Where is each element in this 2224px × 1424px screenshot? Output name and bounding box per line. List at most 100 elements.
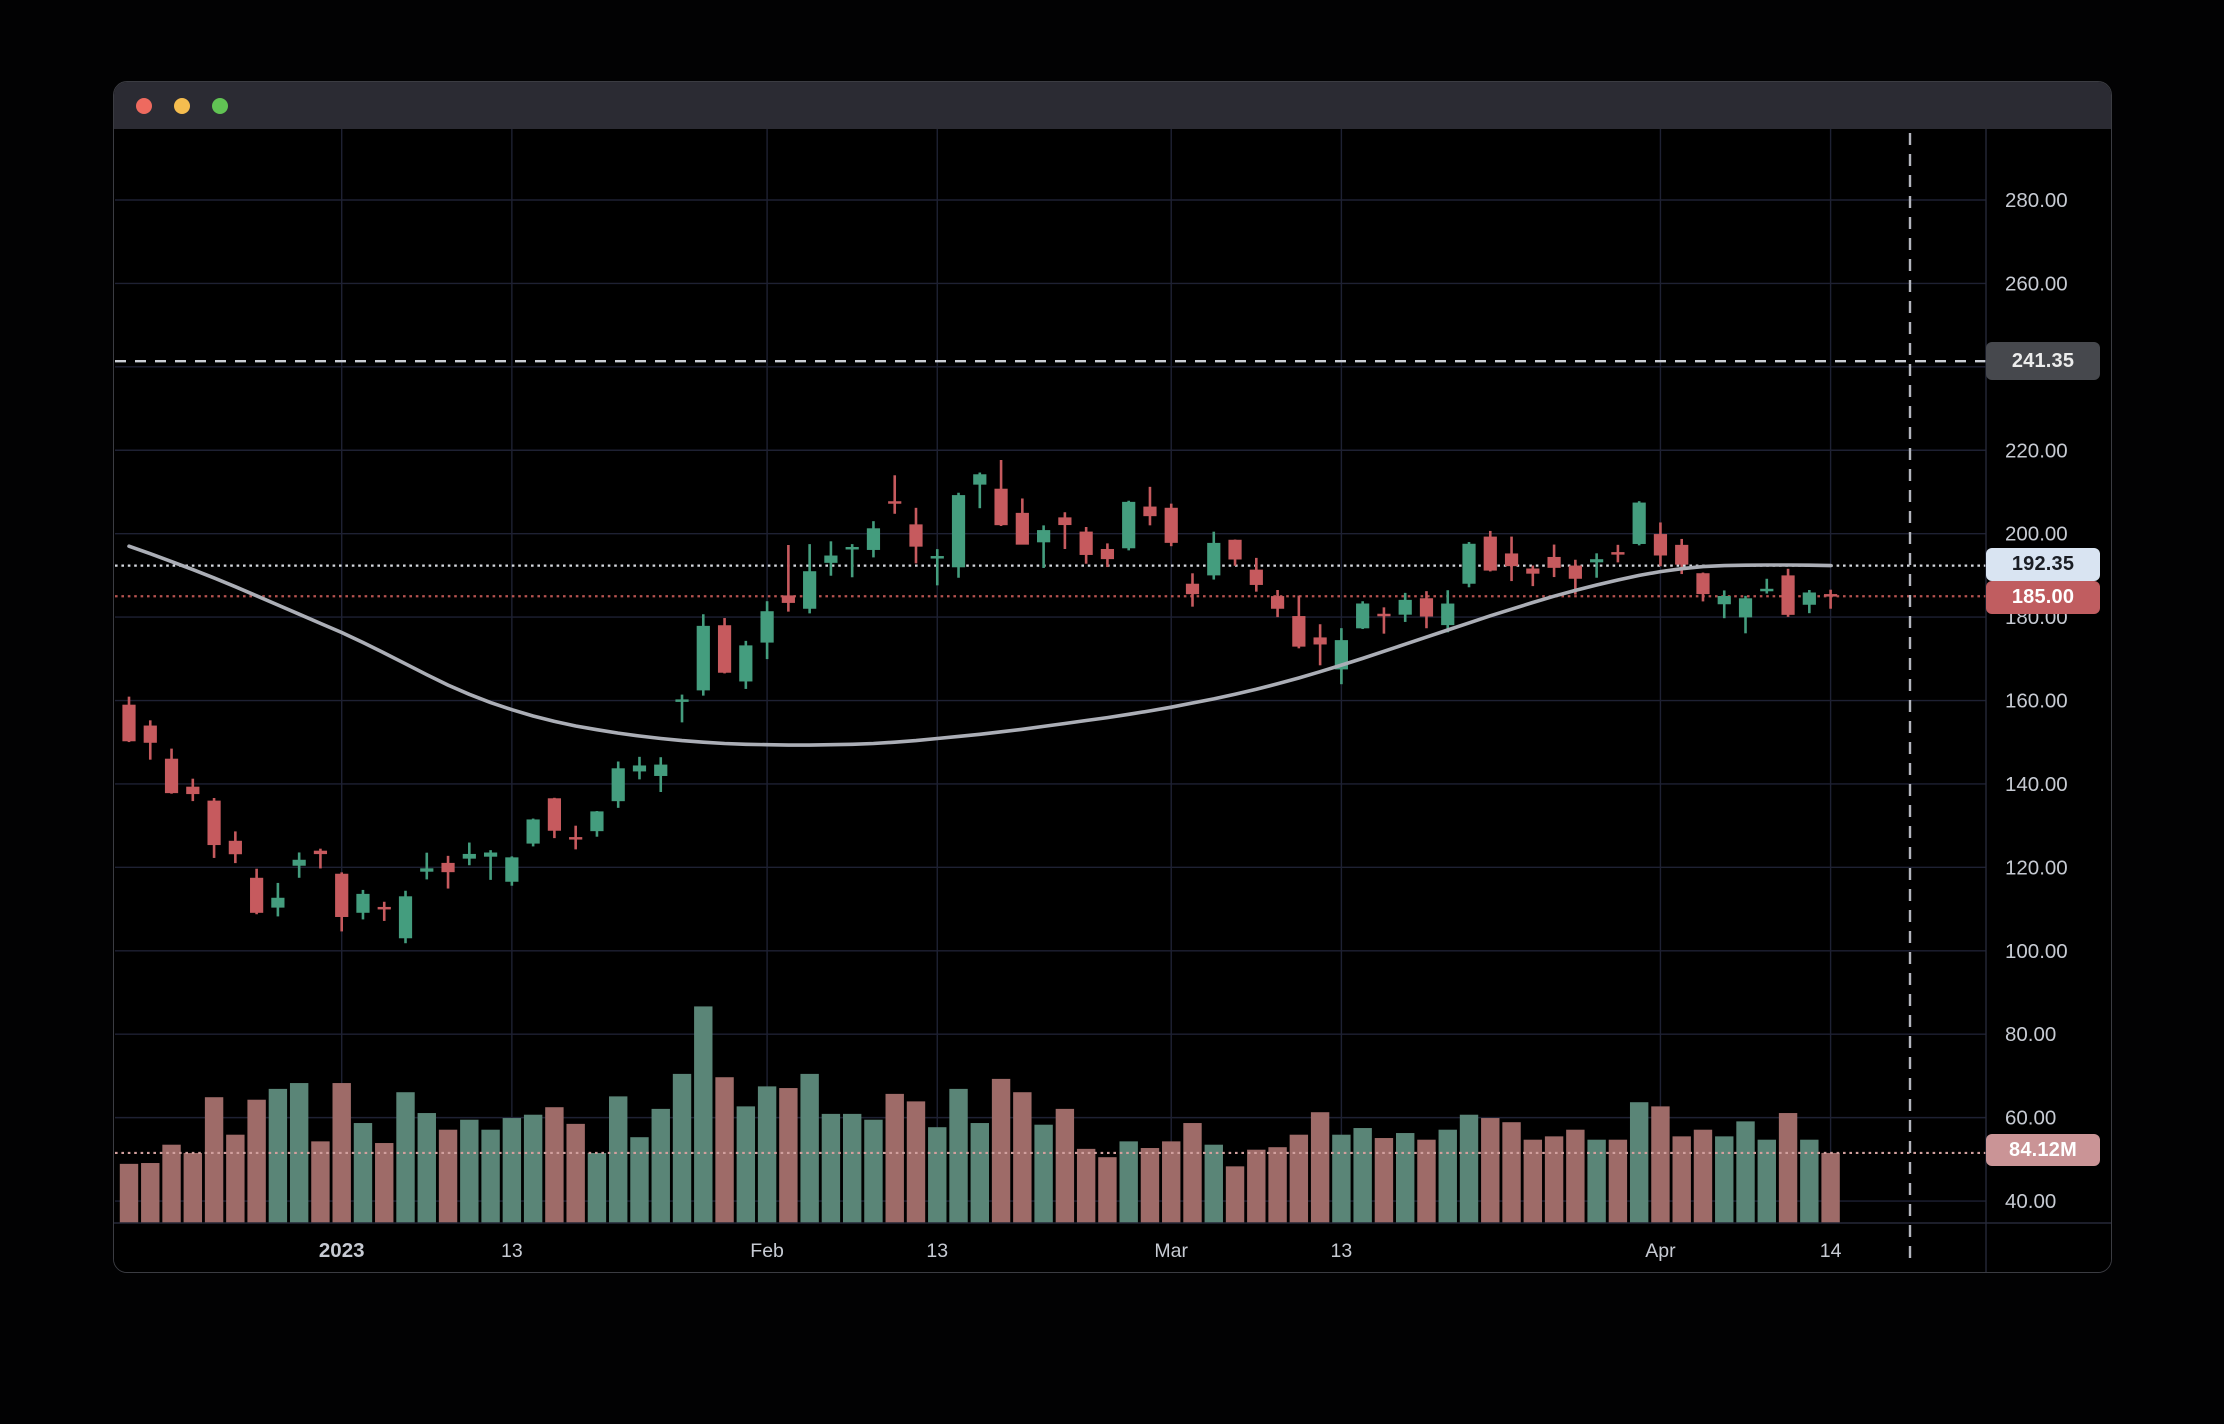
candle-body bbox=[1037, 530, 1051, 543]
volume-bar bbox=[332, 1083, 351, 1223]
volume-bar bbox=[672, 1073, 692, 1223]
volume-bar bbox=[1821, 1152, 1840, 1223]
volume-bar bbox=[1566, 1129, 1585, 1223]
time-axis-label[interactable]: Mar bbox=[1154, 1240, 1188, 1262]
volume-bar bbox=[523, 1114, 543, 1223]
candle-body bbox=[313, 850, 328, 855]
volume-bar bbox=[630, 1137, 649, 1223]
candle-body bbox=[1015, 512, 1029, 545]
volume-bar bbox=[1076, 1148, 1096, 1223]
price-tag-level[interactable]: 241.35 bbox=[1986, 342, 2100, 380]
volume-bar bbox=[1778, 1113, 1798, 1223]
volume-bar bbox=[906, 1101, 926, 1223]
candle-body bbox=[1228, 539, 1242, 560]
candle-body bbox=[377, 906, 391, 910]
price-axis-tick: 160.00 bbox=[2005, 690, 2068, 713]
volume-bar bbox=[779, 1088, 798, 1223]
volume-bar bbox=[1608, 1139, 1628, 1223]
candle-body bbox=[1824, 594, 1838, 597]
volume-bar bbox=[1247, 1149, 1266, 1223]
candle-body bbox=[1504, 553, 1519, 567]
volume-bar bbox=[1268, 1147, 1287, 1223]
candle-body bbox=[951, 495, 966, 568]
volume-bar bbox=[1332, 1134, 1351, 1223]
time-axis-label[interactable]: 14 bbox=[1820, 1240, 1842, 1262]
candle-body bbox=[930, 556, 944, 559]
candle-body bbox=[1419, 598, 1434, 617]
volume-bar bbox=[566, 1123, 585, 1223]
candlestick-chart[interactable]: 280.00260.00240.00220.00200.00180.00160.… bbox=[114, 129, 2112, 1273]
volume-bar bbox=[268, 1088, 288, 1223]
maximize-button[interactable] bbox=[212, 97, 228, 114]
volume-bar bbox=[545, 1107, 564, 1223]
volume-bar bbox=[609, 1096, 628, 1223]
volume-bar bbox=[842, 1113, 862, 1223]
candle-body bbox=[824, 555, 838, 563]
close-button[interactable] bbox=[136, 97, 152, 114]
candle-body bbox=[696, 625, 710, 691]
volume-bar bbox=[885, 1093, 904, 1223]
price-axis-tick: 100.00 bbox=[2005, 940, 2068, 963]
candle-body bbox=[1356, 603, 1370, 629]
volume-bar bbox=[1289, 1134, 1309, 1223]
price-axis-tick: 40.00 bbox=[2005, 1190, 2056, 1213]
price-tag-last[interactable]: 185.00 bbox=[1986, 581, 2100, 614]
time-axis-label[interactable]: 2023 bbox=[319, 1239, 365, 1262]
minimize-button[interactable] bbox=[174, 97, 190, 114]
volume-bar bbox=[1523, 1139, 1543, 1223]
volume-bar bbox=[1417, 1139, 1436, 1223]
candle-body bbox=[250, 877, 264, 913]
candle-body bbox=[143, 725, 157, 743]
candle-body bbox=[632, 765, 647, 772]
candle-body bbox=[335, 873, 349, 917]
time-axis-label[interactable]: 13 bbox=[926, 1240, 948, 1262]
time-axis-label[interactable]: Feb bbox=[750, 1240, 784, 1262]
volume-bar bbox=[949, 1088, 968, 1223]
candle-body bbox=[781, 595, 795, 603]
chart-window: 280.00260.00240.00220.00200.00180.00160.… bbox=[113, 81, 2112, 1273]
volume-bar bbox=[694, 1006, 713, 1223]
volume-bar bbox=[1481, 1118, 1500, 1223]
candle-body bbox=[1100, 548, 1115, 560]
candle-body bbox=[1207, 542, 1221, 576]
candle-body bbox=[1590, 559, 1604, 563]
volume-bar bbox=[1374, 1138, 1394, 1223]
chart-canvas[interactable]: 280.00260.00240.00220.00200.00180.00160.… bbox=[114, 129, 2112, 1273]
candle-body bbox=[1526, 568, 1540, 574]
price-axis-tick: 260.00 bbox=[2005, 272, 2068, 295]
volume-bar bbox=[1204, 1144, 1223, 1223]
volume-bar bbox=[1183, 1123, 1202, 1223]
time-axis-label[interactable]: Apr bbox=[1645, 1240, 1676, 1262]
price-tag-ma[interactable]: 192.35 bbox=[1986, 548, 2100, 581]
candle-body bbox=[1568, 565, 1582, 579]
candle-body bbox=[1675, 544, 1689, 565]
volume-bar bbox=[1034, 1124, 1053, 1223]
candle-body bbox=[611, 768, 625, 802]
candle-body bbox=[739, 645, 753, 682]
price-axis-tick: 120.00 bbox=[2005, 856, 2068, 879]
candle-body bbox=[973, 474, 987, 485]
moving-average-line bbox=[127, 544, 1833, 747]
candle-body bbox=[1334, 640, 1348, 670]
price-axis-tick: 280.00 bbox=[2005, 189, 2068, 212]
candle-body bbox=[1781, 575, 1795, 615]
volume-bar bbox=[1013, 1092, 1032, 1223]
price-tag-volume[interactable]: 84.12M bbox=[1986, 1134, 2100, 1166]
candle-body bbox=[1164, 507, 1178, 543]
time-axis-label[interactable]: 13 bbox=[1331, 1240, 1353, 1262]
candle-body bbox=[845, 546, 859, 550]
volume-bar bbox=[1757, 1139, 1776, 1223]
time-axis-label[interactable]: 13 bbox=[501, 1240, 523, 1262]
price-axis-tick: 200.00 bbox=[2005, 523, 2068, 546]
window-titlebar[interactable] bbox=[114, 82, 2111, 129]
candle-body bbox=[654, 764, 668, 776]
candle-body bbox=[1611, 552, 1625, 555]
candle-body bbox=[164, 758, 179, 794]
volume-bar bbox=[183, 1153, 203, 1223]
candle-body bbox=[1653, 534, 1668, 556]
volume-bar bbox=[1162, 1141, 1181, 1223]
volume-bar bbox=[162, 1144, 181, 1223]
candle-body bbox=[1398, 599, 1412, 615]
candle-body bbox=[483, 852, 498, 857]
